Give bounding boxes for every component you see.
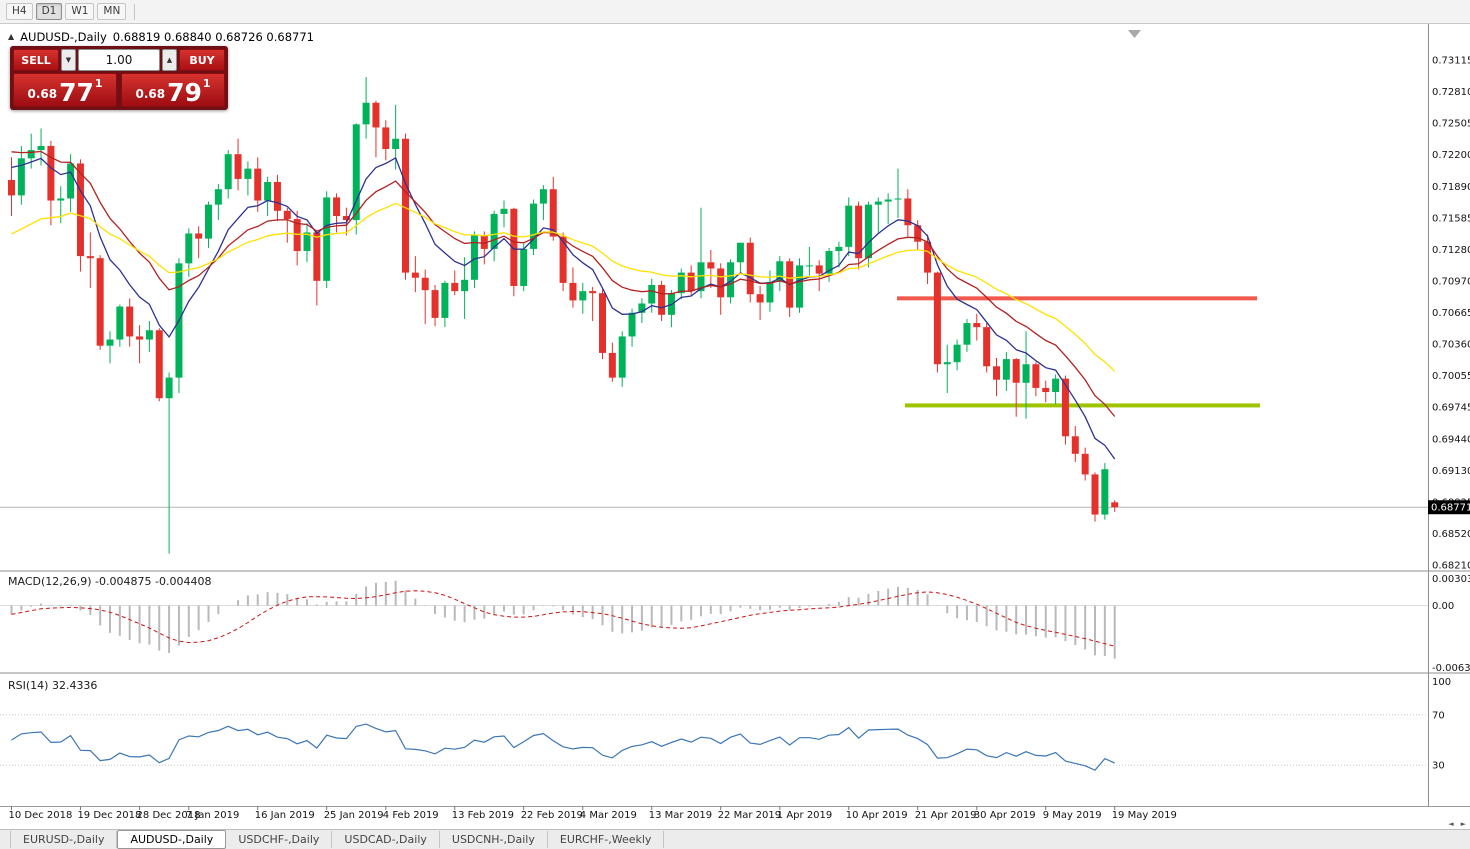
- ma-line-16: [11, 150, 1116, 417]
- rsi-indicator-label: RSI(14) 32.4336: [8, 679, 98, 692]
- svg-text:0.73115: 0.73115: [1432, 56, 1470, 67]
- svg-text:21 Apr 2019: 21 Apr 2019: [915, 810, 977, 821]
- buy-button[interactable]: BUY: [179, 49, 225, 71]
- scroll-right-arrow[interactable]: ►: [1460, 820, 1466, 828]
- buy-price-big: 79: [167, 77, 202, 107]
- macd-signal-line: [11, 590, 1115, 647]
- chart-tab-eurusd[interactable]: EURUSD-,Daily: [10, 831, 118, 848]
- svg-text:30: 30: [1432, 761, 1445, 772]
- timeframe-button-d1[interactable]: D1: [35, 3, 63, 20]
- svg-text:30 Apr 2019: 30 Apr 2019: [974, 810, 1036, 821]
- svg-text:16 Jan 2019: 16 Jan 2019: [255, 810, 315, 821]
- svg-text:70: 70: [1432, 710, 1445, 721]
- pane-separator[interactable]: [0, 570, 1470, 572]
- sell-price-big: 77: [59, 77, 94, 107]
- sell-price-button[interactable]: 0.68 77 1: [13, 73, 117, 107]
- chart-tab-bar: EURUSD-,Daily AUDUSD-,Daily USDCHF-,Daily U…: [0, 829, 1470, 849]
- svg-text:0.003035: 0.003035: [1432, 574, 1470, 585]
- chart-tab-usdcad[interactable]: USDCAD-,Daily: [332, 831, 440, 848]
- svg-text:22 Feb 2019: 22 Feb 2019: [521, 810, 583, 821]
- svg-text:0.69130: 0.69130: [1432, 466, 1470, 477]
- chart-tab-eurchf[interactable]: EURCHF-,Weekly: [548, 831, 665, 848]
- svg-text:0.68210: 0.68210: [1432, 561, 1470, 572]
- svg-text:0.71280: 0.71280: [1432, 245, 1470, 256]
- buy-price-base: 0.68: [135, 87, 166, 102]
- svg-text:19 May 2019: 19 May 2019: [1112, 810, 1177, 821]
- volume-up-spinner[interactable]: ▲: [162, 49, 177, 71]
- bid-price-tag-text: 0.68771: [1431, 503, 1470, 514]
- svg-text:9 May 2019: 9 May 2019: [1043, 810, 1102, 821]
- buy-price-pipette: 1: [202, 77, 211, 90]
- svg-text:100: 100: [1432, 677, 1451, 688]
- sell-price-pipette: 1: [94, 77, 103, 90]
- ma-line-30: [11, 202, 1116, 372]
- timeframe-button-w1[interactable]: W1: [65, 3, 95, 20]
- svg-text:0.69440: 0.69440: [1432, 434, 1470, 445]
- rsi-line: [11, 723, 1115, 771]
- support-line[interactable]: [905, 403, 1260, 408]
- candles-layer: [8, 76, 1119, 554]
- timeframe-button-group: H4 D1 W1 MN: [6, 3, 127, 20]
- svg-text:13 Feb 2019: 13 Feb 2019: [452, 810, 514, 821]
- svg-text:0.69745: 0.69745: [1432, 403, 1470, 414]
- svg-text:1 Apr 2019: 1 Apr 2019: [777, 810, 832, 821]
- svg-text:0.72200: 0.72200: [1432, 150, 1470, 161]
- one-click-toggle-icon[interactable]: ▲: [8, 32, 15, 41]
- sell-price-base: 0.68: [27, 87, 58, 102]
- svg-text:4 Mar 2019: 4 Mar 2019: [580, 810, 637, 821]
- chart-tab-audusd[interactable]: AUDUSD-,Daily: [117, 829, 227, 849]
- macd-indicator-label: MACD(12,26,9) -0.004875 -0.004408: [8, 575, 212, 588]
- chart-title: ▲ AUDUSD-,Daily 0.68819 0.68840 0.68726 …: [8, 30, 314, 44]
- svg-text:0.70360: 0.70360: [1432, 340, 1470, 351]
- svg-text:0.70970: 0.70970: [1432, 276, 1470, 287]
- svg-text:0.70665: 0.70665: [1432, 308, 1470, 319]
- svg-text:10 Dec 2018: 10 Dec 2018: [9, 810, 73, 821]
- svg-text:19 Dec 2018: 19 Dec 2018: [77, 810, 141, 821]
- buy-price-button[interactable]: 0.68 79 1: [121, 73, 225, 107]
- bid-price-tag: [1428, 500, 1470, 515]
- svg-text:22 Mar 2019: 22 Mar 2019: [718, 810, 781, 821]
- price-chart[interactable]: 0.73115 0.72810 0.72505 0.72200 0.71890 0.715…: [0, 24, 1470, 822]
- svg-text:0.00: 0.00: [1432, 601, 1454, 612]
- svg-text:7 Jan 2019: 7 Jan 2019: [186, 810, 240, 821]
- svg-text:0.71890: 0.71890: [1432, 182, 1470, 193]
- chart-shift-marker[interactable]: [1128, 30, 1141, 38]
- svg-text:0.72505: 0.72505: [1432, 119, 1470, 130]
- top-toolbar: H4 D1 W1 MN: [0, 0, 1470, 24]
- svg-text:-0.006311: -0.006311: [1432, 663, 1470, 674]
- chart-hscroll: ◄ ►: [1448, 820, 1466, 828]
- chart-tab-usdchf[interactable]: USDCHF-,Daily: [226, 831, 333, 848]
- svg-text:0.72810: 0.72810: [1432, 87, 1470, 98]
- volume-input[interactable]: [78, 49, 160, 71]
- svg-text:0.71585: 0.71585: [1432, 213, 1470, 224]
- svg-text:13 Mar 2019: 13 Mar 2019: [649, 810, 712, 821]
- price-axis[interactable]: 0.73115 0.72810 0.72505 0.72200 0.71890 0.715…: [1432, 56, 1470, 772]
- volume-down-spinner[interactable]: ▼: [61, 49, 76, 71]
- resistance-line[interactable]: [897, 296, 1257, 301]
- toolbar-separator: [134, 3, 136, 20]
- svg-text:25 Jan 2019: 25 Jan 2019: [324, 810, 384, 821]
- svg-text:0.68520: 0.68520: [1432, 529, 1470, 540]
- pane-separator[interactable]: [0, 672, 1470, 674]
- chart-window: 0.73115 0.72810 0.72505 0.72200 0.71890 0.715…: [0, 24, 1470, 822]
- svg-text:28 Dec 2018: 28 Dec 2018: [137, 810, 201, 821]
- sell-button[interactable]: SELL: [13, 49, 59, 71]
- svg-text:4 Feb 2019: 4 Feb 2019: [383, 810, 439, 821]
- scroll-left-arrow[interactable]: ◄: [1448, 820, 1454, 828]
- timeframe-button-h4[interactable]: H4: [6, 3, 33, 20]
- chart-tab-usdcnh[interactable]: USDCNH-,Daily: [440, 831, 548, 848]
- one-click-trading-panel: SELL ▼ ▲ BUY 0.68 77 1 0.68 79 1: [10, 46, 228, 110]
- svg-text:0.70055: 0.70055: [1432, 371, 1470, 382]
- macd-histogram: [10, 580, 1116, 659]
- svg-text:10 Apr 2019: 10 Apr 2019: [846, 810, 908, 821]
- chart-symbol-period: AUDUSD-,Daily: [20, 30, 107, 44]
- timeframe-button-mn[interactable]: MN: [97, 3, 127, 20]
- chart-ohlc-values: 0.68819 0.68840 0.68726 0.68771: [112, 30, 314, 44]
